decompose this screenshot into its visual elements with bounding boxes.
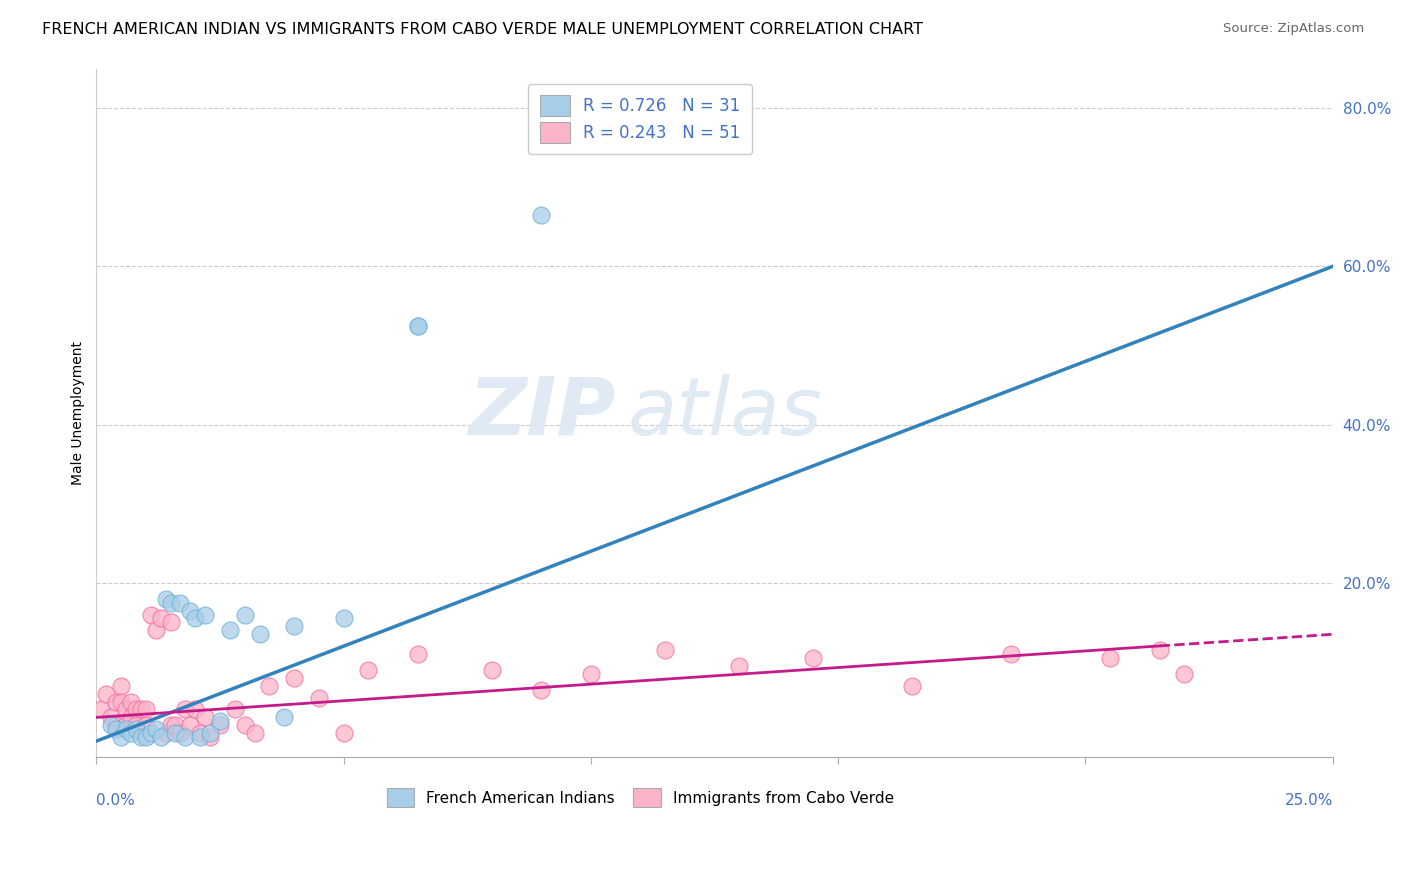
- Point: [165, 718, 187, 732]
- Point: [654, 643, 676, 657]
- Point: [406, 318, 429, 333]
- Point: [135, 730, 157, 744]
- Point: [1149, 643, 1171, 657]
- Point: [579, 666, 602, 681]
- Point: [115, 718, 138, 732]
- Point: [149, 730, 172, 744]
- Point: [135, 718, 157, 732]
- Point: [308, 690, 330, 705]
- Point: [165, 726, 187, 740]
- Point: [129, 730, 152, 744]
- Point: [115, 723, 138, 737]
- Point: [283, 671, 305, 685]
- Point: [174, 730, 197, 744]
- Text: atlas: atlas: [628, 374, 823, 451]
- Point: [198, 726, 221, 740]
- Point: [120, 710, 142, 724]
- Point: [179, 718, 201, 732]
- Point: [159, 718, 181, 732]
- Point: [159, 596, 181, 610]
- Point: [125, 718, 148, 732]
- Point: [901, 679, 924, 693]
- Point: [1000, 647, 1022, 661]
- Point: [125, 702, 148, 716]
- Point: [155, 726, 177, 740]
- Point: [243, 726, 266, 740]
- Point: [194, 710, 217, 724]
- Point: [188, 730, 211, 744]
- Point: [169, 726, 191, 740]
- Legend: French American Indians, Immigrants from Cabo Verde: French American Indians, Immigrants from…: [380, 780, 901, 814]
- Point: [1099, 651, 1122, 665]
- Point: [179, 603, 201, 617]
- Point: [357, 663, 380, 677]
- Point: [249, 627, 271, 641]
- Point: [332, 611, 354, 625]
- Point: [803, 651, 825, 665]
- Point: [208, 718, 231, 732]
- Point: [110, 679, 132, 693]
- Point: [139, 726, 162, 740]
- Point: [259, 679, 281, 693]
- Text: Source: ZipAtlas.com: Source: ZipAtlas.com: [1223, 22, 1364, 36]
- Point: [1173, 666, 1195, 681]
- Point: [100, 710, 122, 724]
- Point: [184, 611, 207, 625]
- Point: [135, 702, 157, 716]
- Point: [233, 718, 256, 732]
- Point: [105, 723, 128, 737]
- Point: [96, 687, 118, 701]
- Point: [155, 591, 177, 606]
- Point: [283, 619, 305, 633]
- Point: [728, 659, 751, 673]
- Point: [129, 702, 152, 716]
- Point: [169, 596, 191, 610]
- Text: ZIP: ZIP: [468, 374, 616, 451]
- Point: [125, 723, 148, 737]
- Point: [159, 615, 181, 630]
- Point: [90, 702, 112, 716]
- Point: [233, 607, 256, 622]
- Point: [110, 695, 132, 709]
- Point: [530, 208, 553, 222]
- Point: [120, 726, 142, 740]
- Point: [198, 730, 221, 744]
- Point: [406, 318, 429, 333]
- Point: [219, 624, 242, 638]
- Point: [145, 624, 167, 638]
- Point: [115, 702, 138, 716]
- Point: [105, 695, 128, 709]
- Point: [139, 607, 162, 622]
- Point: [188, 726, 211, 740]
- Point: [224, 702, 246, 716]
- Point: [481, 663, 503, 677]
- Point: [149, 611, 172, 625]
- Text: 25.0%: 25.0%: [1285, 793, 1333, 807]
- Point: [208, 714, 231, 729]
- Point: [332, 726, 354, 740]
- Point: [120, 695, 142, 709]
- Point: [110, 730, 132, 744]
- Point: [100, 718, 122, 732]
- Y-axis label: Male Unemployment: Male Unemployment: [72, 341, 86, 484]
- Point: [105, 718, 128, 732]
- Text: 0.0%: 0.0%: [97, 793, 135, 807]
- Point: [530, 682, 553, 697]
- Text: FRENCH AMERICAN INDIAN VS IMMIGRANTS FROM CABO VERDE MALE UNEMPLOYMENT CORRELATI: FRENCH AMERICAN INDIAN VS IMMIGRANTS FRO…: [42, 22, 924, 37]
- Point: [273, 710, 295, 724]
- Point: [194, 607, 217, 622]
- Point: [184, 702, 207, 716]
- Point: [406, 647, 429, 661]
- Point: [145, 723, 167, 737]
- Point: [174, 702, 197, 716]
